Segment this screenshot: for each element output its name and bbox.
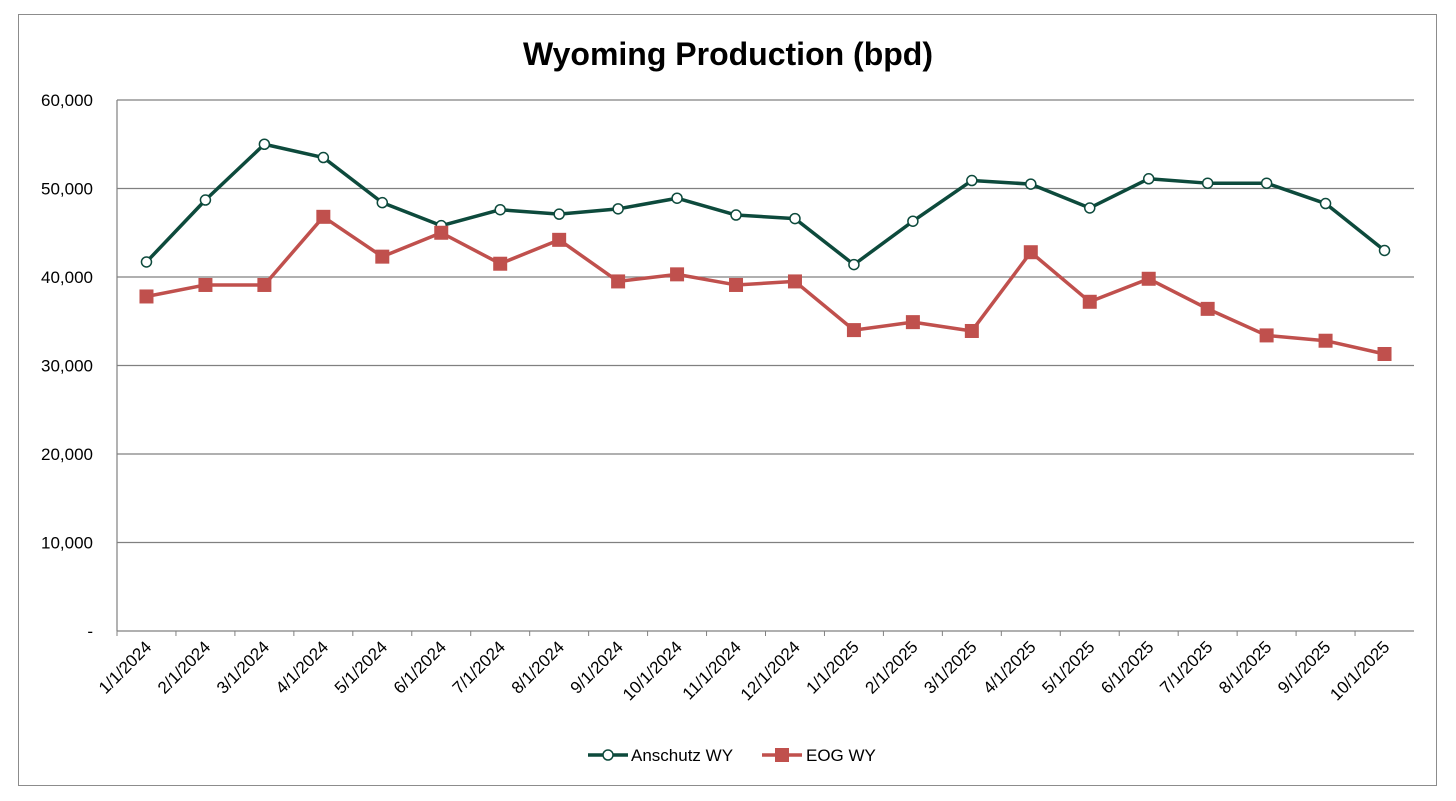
y-tick-label: 50,000: [41, 180, 93, 199]
x-tick-label: 5/1/2025: [1038, 637, 1098, 697]
data-point: [1023, 245, 1038, 260]
x-tick-label: 4/1/2025: [979, 637, 1039, 697]
data-point: [1318, 333, 1333, 348]
data-point: [1378, 244, 1391, 257]
data-point: [139, 289, 154, 304]
x-tick-label: 5/1/2024: [331, 637, 391, 697]
data-point: [1377, 346, 1392, 361]
data-point: [1084, 202, 1096, 214]
data-point: [258, 138, 271, 150]
data-point: [789, 212, 801, 225]
data-point: [966, 174, 978, 187]
data-point: [494, 203, 506, 216]
data-point: [1201, 177, 1214, 189]
y-axis-ticks: - 10,000 20,000 30,000 40,000 50,000 60,000: [41, 91, 93, 641]
data-point: [317, 151, 330, 164]
data-point: [907, 215, 919, 227]
data-point: [493, 256, 508, 271]
x-tick-label: 8/1/2025: [1215, 637, 1275, 697]
x-tick-label: 1/1/2024: [95, 637, 155, 697]
x-tick-label: 7/1/2025: [1156, 637, 1216, 697]
x-axis-ticks: 1/1/20242/1/20243/1/20244/1/20245/1/2024…: [95, 631, 1393, 704]
legend-entry: EOG WY: [762, 746, 876, 765]
legend-label: Anschutz WY: [631, 746, 733, 765]
x-tick-label: 11/1/2024: [679, 637, 745, 703]
legend: Anschutz WY EOG WY: [588, 746, 876, 765]
x-tick-label: 9/1/2025: [1274, 637, 1334, 697]
data-point: [257, 277, 272, 292]
y-tick-label: -: [87, 622, 93, 641]
x-tick-label: 8/1/2024: [508, 637, 568, 697]
y-tick-label: 10,000: [41, 534, 93, 553]
data-point: [316, 209, 331, 224]
series-line: [145, 142, 1386, 267]
x-tick-label: 6/1/2025: [1097, 637, 1157, 697]
x-tick-label: 9/1/2024: [567, 637, 627, 697]
x-tick-label: 4/1/2024: [272, 637, 332, 697]
x-tick-label: 6/1/2024: [390, 637, 450, 697]
data-point: [552, 232, 567, 247]
x-tick-label: 7/1/2024: [449, 637, 509, 697]
legend-label: EOG WY: [806, 746, 876, 765]
data-point: [1141, 271, 1156, 286]
x-tick-label: 12/1/2024: [737, 637, 804, 704]
chart-title: Wyoming Production (bpd): [523, 36, 933, 72]
data-point: [729, 277, 744, 292]
x-tick-label: 3/1/2024: [213, 637, 273, 697]
data-point: [140, 256, 153, 268]
x-tick-label: 2/1/2024: [154, 637, 214, 697]
series-layer: [139, 138, 1392, 361]
series-anschutz-wy: [140, 138, 1391, 271]
y-tick-label: 60,000: [41, 91, 93, 110]
legend-marker: [775, 748, 789, 762]
data-point: [376, 196, 389, 209]
data-point: [1260, 177, 1273, 189]
data-point: [612, 203, 624, 215]
chart-frame: [18, 14, 1437, 786]
x-tick-label: 3/1/2025: [920, 637, 980, 697]
legend-marker: [602, 749, 614, 761]
data-point: [199, 194, 212, 206]
data-point: [1082, 294, 1097, 309]
series-eog-wy: [139, 209, 1392, 361]
data-point: [1259, 328, 1274, 343]
data-point: [964, 323, 979, 338]
data-point: [671, 192, 683, 204]
x-tick-label: 2/1/2025: [861, 637, 921, 697]
data-point: [1200, 301, 1215, 316]
data-point: [198, 277, 213, 292]
data-point: [375, 249, 390, 264]
y-tick-label: 40,000: [41, 268, 93, 287]
y-tick-label: 30,000: [41, 357, 93, 376]
legend-entry: Anschutz WY: [588, 746, 733, 765]
x-tick-label: 1/1/2025: [803, 637, 863, 697]
data-point: [846, 323, 861, 338]
gridlines: [116, 99, 1414, 632]
data-point: [730, 209, 742, 221]
y-tick-label: 20,000: [41, 445, 93, 464]
data-point: [434, 225, 449, 240]
data-point: [670, 267, 685, 282]
data-point: [1319, 197, 1332, 210]
data-point: [905, 315, 920, 330]
data-point: [1142, 173, 1155, 185]
series-line: [146, 215, 1385, 356]
data-point: [848, 258, 860, 271]
x-tick-label: 10/1/2024: [619, 637, 686, 704]
data-point: [611, 274, 626, 289]
x-tick-label: 10/1/2025: [1326, 637, 1393, 704]
data-point: [553, 208, 565, 220]
data-point: [787, 274, 802, 289]
data-point: [1025, 178, 1037, 190]
